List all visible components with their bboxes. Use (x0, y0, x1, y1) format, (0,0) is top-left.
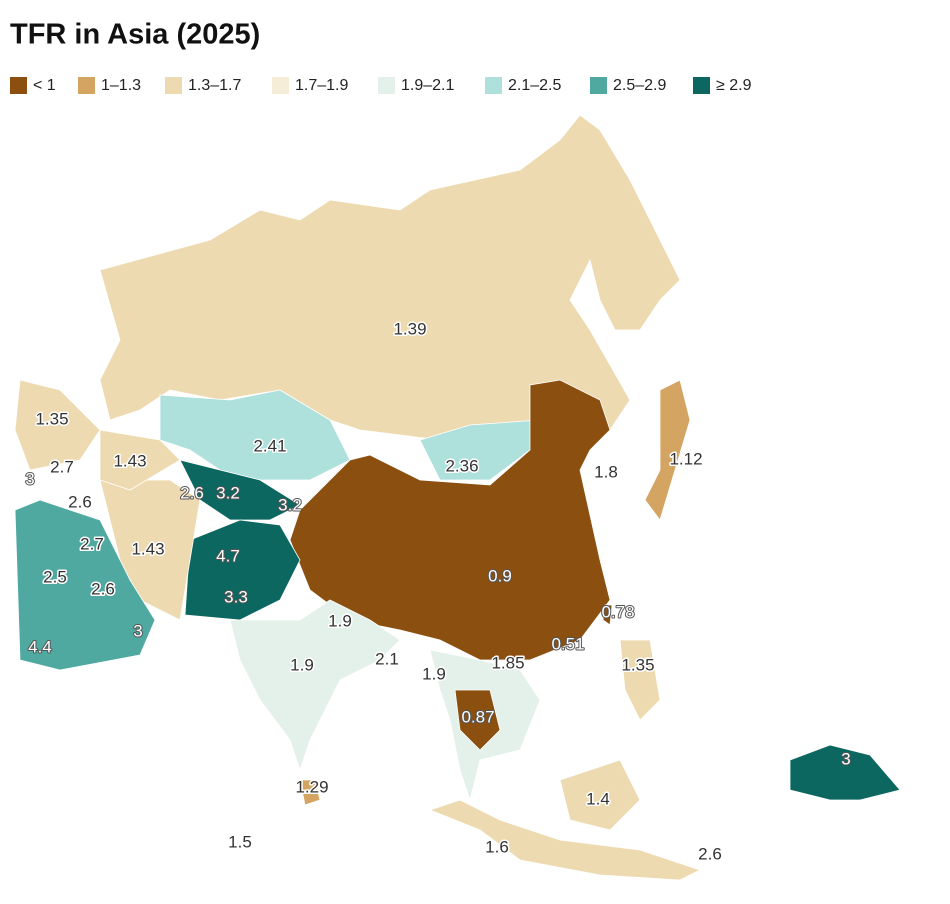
region (559, 759, 641, 831)
title: TFR in Asia (2025) (10, 19, 260, 51)
region-label: 1.43 (131, 539, 164, 558)
region (602, 604, 613, 626)
legend-swatch (165, 77, 182, 94)
region-label: 2.6 (698, 844, 722, 863)
region-label: 3.2 (216, 483, 240, 502)
region (644, 379, 691, 521)
map-shapes (14, 114, 901, 881)
region-label: 0.78 (601, 602, 634, 621)
region (14, 499, 156, 671)
region-label: 3 (25, 469, 34, 488)
region-label: 1.35 (621, 655, 654, 674)
region (619, 639, 661, 721)
region-label: 1.5 (228, 832, 252, 851)
region-label: 2.1 (375, 649, 399, 668)
region (99, 429, 181, 491)
legend: < 1 1–1.3 1.3–1.7 1.7–1.9 1.9–2.1 2.1–2.5 2.5–… (10, 77, 752, 94)
region-label: 0.51 (551, 634, 584, 653)
region (99, 114, 681, 441)
region-label: 3.2 (278, 495, 302, 514)
region-label: 2.41 (253, 436, 286, 455)
legend-label: < 1 (33, 77, 56, 94)
region (428, 799, 702, 881)
region-label: 1.43 (113, 451, 146, 470)
region (184, 519, 301, 621)
region-label: 1.12 (669, 449, 702, 468)
legend-label: 2.5–2.9 (613, 77, 666, 94)
region (789, 744, 901, 801)
map-labels: 1.392.412.360.91.120.783.24.71.432.51.35… (24, 318, 851, 865)
region-label: 4.4 (28, 637, 52, 656)
region-label: 0.9 (488, 566, 512, 585)
legend-label: 1.9–2.1 (401, 77, 454, 94)
region-label: 1.4 (586, 789, 610, 808)
region-label: 1.9 (422, 664, 446, 683)
region-label: 2.6 (68, 492, 92, 511)
region (14, 379, 101, 471)
region (299, 779, 321, 806)
legend-swatch (590, 77, 607, 94)
region-label: 2.6 (180, 483, 204, 502)
legend-swatch (693, 77, 710, 94)
region-label: 3 (133, 621, 142, 640)
legend-label: 2.1–2.5 (508, 77, 561, 94)
region-label: 1.35 (35, 409, 68, 428)
region-label: 0.87 (461, 707, 494, 726)
region-label: 1.9 (328, 611, 352, 630)
region-label: 1.8 (594, 462, 618, 481)
region-label: 1.6 (485, 837, 509, 856)
region-label: 3 (841, 749, 850, 768)
legend-label: 1.7–1.9 (295, 77, 348, 94)
region (229, 599, 401, 772)
region-label: 2.5 (43, 567, 67, 586)
region-label: 1.29 (295, 777, 328, 796)
region-label: 2.36 (445, 456, 478, 475)
legend-swatch (272, 77, 289, 94)
region-label: 3.3 (224, 587, 248, 606)
legend-swatch (485, 77, 502, 94)
legend-label: 1.3–1.7 (188, 77, 241, 94)
region-label: 1.39 (393, 319, 426, 338)
region-label: 2.7 (80, 534, 104, 553)
legend-label: 1–1.3 (101, 77, 141, 94)
legend-swatch (78, 77, 95, 94)
region-label: 2.6 (91, 579, 115, 598)
region-label: 2.7 (50, 457, 74, 476)
region-label: 4.7 (216, 546, 240, 565)
region (179, 459, 301, 521)
region (159, 389, 351, 481)
region-label: 1.9 (290, 655, 314, 674)
region-label: 1.85 (491, 653, 524, 672)
legend-label: ≥ 2.9 (716, 77, 752, 94)
legend-swatch (10, 77, 27, 94)
legend-swatch (378, 77, 395, 94)
region (454, 689, 501, 751)
